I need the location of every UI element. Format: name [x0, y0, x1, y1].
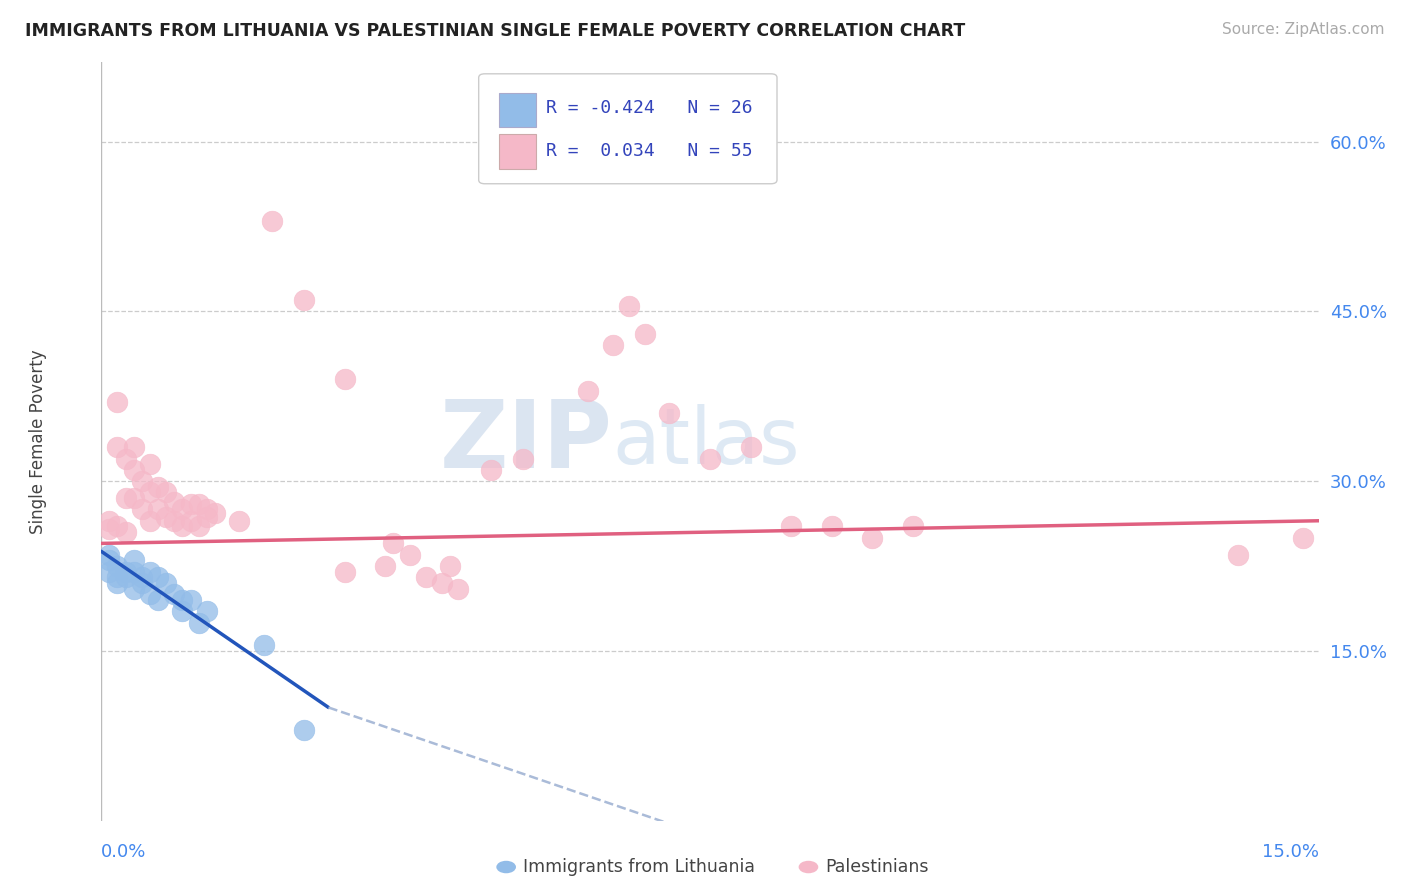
Point: [139, 485, 162, 500]
Point: [107, 519, 129, 533]
Point: [699, 451, 721, 466]
Point: [114, 570, 136, 584]
Point: [333, 372, 356, 386]
Text: R = -0.424   N = 26: R = -0.424 N = 26: [546, 99, 752, 117]
Text: Single Female Poverty: Single Female Poverty: [30, 350, 46, 533]
Text: 15.0%: 15.0%: [1261, 843, 1319, 861]
Point: [292, 293, 315, 307]
Point: [98, 522, 121, 536]
Point: [122, 463, 145, 477]
Point: [163, 494, 186, 508]
Point: [139, 457, 162, 471]
Point: [107, 440, 129, 454]
Point: [634, 326, 657, 341]
Point: [131, 502, 153, 516]
Point: [172, 502, 194, 516]
FancyBboxPatch shape: [478, 74, 778, 184]
Point: [479, 463, 502, 477]
Point: [107, 559, 129, 574]
Point: [122, 553, 145, 567]
Point: [155, 485, 177, 500]
Point: [398, 548, 420, 562]
Point: [107, 395, 129, 409]
Point: [163, 514, 186, 528]
Point: [114, 451, 136, 466]
Point: [821, 519, 844, 533]
Point: [415, 570, 437, 584]
Point: [146, 570, 169, 584]
Point: [163, 587, 186, 601]
Point: [172, 519, 194, 533]
Point: [98, 565, 121, 579]
Point: [195, 510, 218, 524]
Point: [98, 548, 121, 562]
FancyBboxPatch shape: [499, 135, 536, 169]
Text: Palestinians: Palestinians: [825, 858, 929, 876]
Text: ZIP: ZIP: [440, 395, 613, 488]
Point: [146, 502, 169, 516]
Text: Source: ZipAtlas.com: Source: ZipAtlas.com: [1222, 22, 1385, 37]
Text: Immigrants from Lithuania: Immigrants from Lithuania: [523, 858, 755, 876]
Point: [292, 723, 315, 738]
Point: [131, 474, 153, 488]
Point: [195, 502, 218, 516]
Point: [114, 524, 136, 539]
Point: [180, 514, 202, 528]
Point: [187, 497, 209, 511]
Point: [98, 514, 121, 528]
Point: [333, 565, 356, 579]
Point: [439, 559, 461, 574]
Point: [172, 604, 194, 618]
Point: [1291, 531, 1313, 545]
Point: [131, 570, 153, 584]
FancyBboxPatch shape: [499, 93, 536, 127]
Point: [187, 615, 209, 630]
Point: [180, 497, 202, 511]
Point: [658, 406, 681, 420]
Point: [139, 565, 162, 579]
Point: [155, 510, 177, 524]
Text: atlas: atlas: [613, 403, 800, 480]
Point: [447, 582, 470, 596]
Point: [860, 531, 883, 545]
Point: [430, 576, 453, 591]
Point: [146, 593, 169, 607]
Point: [98, 553, 121, 567]
Text: R =  0.034   N = 55: R = 0.034 N = 55: [546, 142, 752, 161]
Point: [602, 338, 624, 352]
Point: [146, 480, 169, 494]
Point: [139, 514, 162, 528]
Text: 0.0%: 0.0%: [101, 843, 146, 861]
Text: IMMIGRANTS FROM LITHUANIA VS PALESTINIAN SINGLE FEMALE POVERTY CORRELATION CHART: IMMIGRANTS FROM LITHUANIA VS PALESTINIAN…: [25, 22, 966, 40]
Point: [180, 593, 202, 607]
Point: [512, 451, 534, 466]
Point: [122, 565, 145, 579]
Point: [576, 384, 599, 398]
Point: [107, 576, 129, 591]
Point: [617, 299, 640, 313]
Point: [155, 576, 177, 591]
Point: [187, 519, 209, 533]
Point: [122, 582, 145, 596]
Point: [122, 491, 145, 505]
Point: [252, 638, 274, 652]
Point: [374, 559, 396, 574]
Point: [382, 536, 405, 550]
Point: [260, 214, 283, 228]
Point: [901, 519, 924, 533]
Point: [131, 576, 153, 591]
Point: [172, 593, 194, 607]
Point: [139, 587, 162, 601]
Point: [228, 514, 250, 528]
Point: [740, 440, 762, 454]
Point: [780, 519, 803, 533]
Point: [114, 565, 136, 579]
Point: [107, 570, 129, 584]
Point: [114, 491, 136, 505]
Point: [122, 440, 145, 454]
Point: [204, 506, 226, 520]
Point: [1226, 548, 1249, 562]
Point: [195, 604, 218, 618]
